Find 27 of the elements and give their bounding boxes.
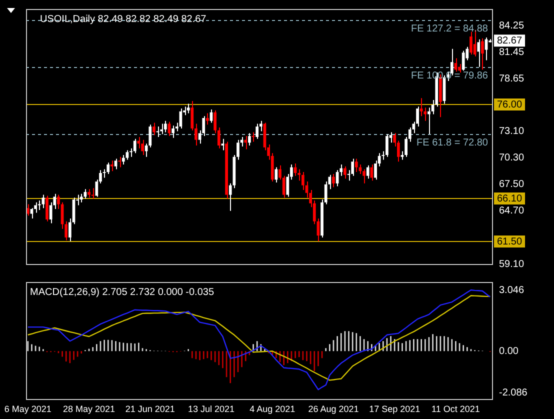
ref-line-label: 66.10 — [497, 193, 522, 204]
y-tick-label: 64.70 — [499, 206, 524, 217]
y-tick-label: 84.25 — [499, 20, 524, 32]
x-tick-label: 11 Oct 2021 — [432, 404, 480, 414]
y-tick-label: 67.50 — [499, 179, 524, 190]
x-tick-label: 6 May 2021 — [4, 404, 52, 414]
x-tick-label: 13 Jul 2021 — [188, 404, 235, 414]
y-tick-label: 81.45 — [499, 46, 524, 58]
y-tick-label: -2.086 — [499, 388, 528, 399]
y-tick-label: 0.00 — [499, 346, 519, 357]
y-tick-label: 70.30 — [499, 152, 524, 164]
x-tick-label: 26 Aug 2021 — [308, 404, 359, 414]
y-tick-label: 59.10 — [499, 258, 524, 270]
ref-line-label: 61.50 — [497, 236, 522, 248]
ref-line-label: FE 127.2 = 84.88 — [410, 23, 488, 34]
x-tick-label: 21 Jun 2021 — [125, 404, 175, 414]
x-tick-label: 17 Sep 2021 — [369, 404, 420, 414]
text: 82.67 — [497, 35, 522, 46]
x-tick-label: 4 Aug 2021 — [250, 404, 296, 414]
y-tick-label: 3.046 — [499, 284, 524, 296]
ref-line-label: 76.00 — [497, 99, 522, 110]
ref-line-label: FE 61.8 = 72.80 — [416, 137, 488, 148]
y-tick-label: 73.10 — [499, 126, 524, 138]
chart-title: MACD(12,26,9) 2.705 2.732 0.000 -0.035 — [30, 286, 214, 298]
y-tick-label: 78.65 — [499, 73, 524, 84]
chart-title: USOIL,Daily 82.49 82.82 82.49 82.67 — [40, 14, 207, 25]
x-tick-label: 28 May 2021 — [63, 404, 116, 414]
